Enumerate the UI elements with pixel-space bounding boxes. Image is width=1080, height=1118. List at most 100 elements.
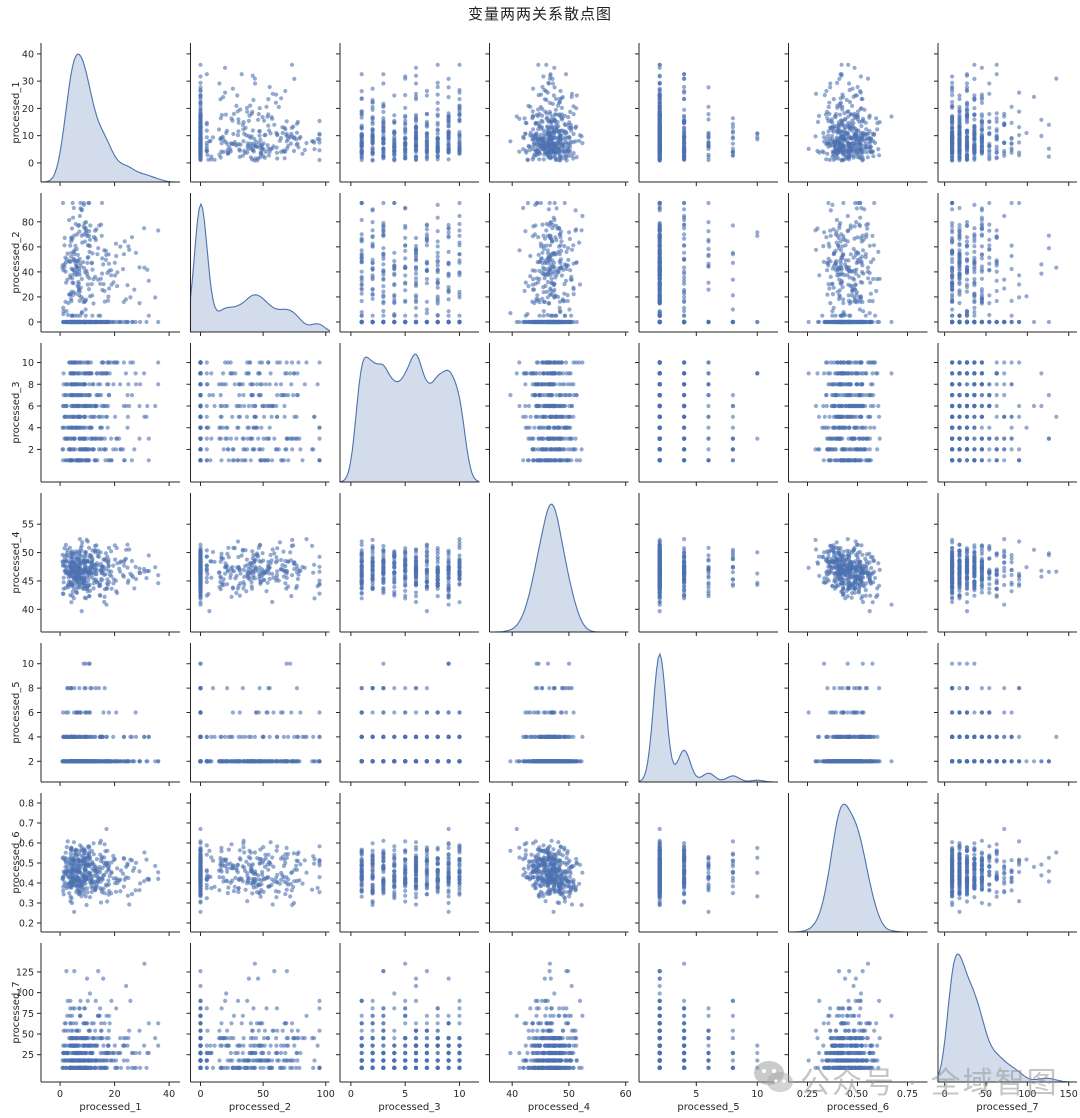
point-processed_1-processed_2	[198, 107, 203, 112]
point-processed_1-processed_5	[730, 141, 736, 146]
point-processed_1-processed_3	[424, 149, 429, 154]
point-processed_2-processed_1	[63, 255, 68, 260]
point-processed_1-processed_2	[198, 154, 203, 159]
point-processed_1-processed_2	[250, 128, 255, 133]
point-processed_1-processed_6	[831, 97, 836, 102]
point-processed_2-processed_6	[843, 243, 848, 248]
point-processed_2-processed_6	[854, 260, 859, 265]
point-processed_2-processed_5	[706, 253, 711, 259]
point-processed_2-processed_5	[706, 287, 711, 292]
point-processed_2-processed_7	[972, 270, 977, 275]
point-processed_2-processed_4	[553, 275, 558, 280]
point-processed_1-processed_2	[223, 112, 228, 117]
point-processed_2-processed_5	[657, 287, 662, 292]
point-processed_2-processed_7	[994, 228, 999, 233]
point-processed_1-processed_4	[571, 104, 576, 109]
point-processed_2-processed_1	[112, 260, 117, 265]
point-processed_1-processed_2	[245, 150, 250, 155]
point-processed_2-processed_3	[457, 258, 462, 263]
point-processed_2-processed_6	[841, 300, 846, 306]
point-processed_2-processed_1	[97, 319, 102, 325]
point-processed_1-processed_6	[868, 144, 873, 149]
point-processed_1-processed_4	[522, 116, 527, 121]
point-processed_1-processed_3	[413, 65, 419, 70]
point-processed_1-processed_6	[857, 139, 862, 144]
point-processed_2-processed_5	[682, 200, 687, 206]
point-processed_2-processed_7	[1009, 313, 1014, 318]
point-processed_1-processed_2	[235, 93, 240, 98]
point-processed_1-processed_7	[994, 155, 999, 160]
point-processed_1-processed_6	[852, 134, 857, 139]
point-processed_2-processed_6	[822, 230, 827, 235]
point-processed_1-processed_6	[863, 132, 868, 137]
point-processed_1-processed_2	[245, 144, 250, 149]
point-processed_2-processed_7	[1039, 271, 1044, 276]
point-processed_1-processed_6	[853, 93, 858, 98]
point-processed_1-processed_2	[223, 139, 228, 144]
point-processed_2-processed_6	[852, 319, 857, 325]
point-processed_1-processed_7	[1031, 94, 1037, 99]
point-processed_1-processed_2	[230, 118, 235, 123]
point-processed_2-processed_1	[86, 255, 91, 260]
point-processed_1-processed_4	[514, 114, 519, 119]
point-processed_2-processed_3	[424, 268, 429, 273]
point-processed_1-processed_2	[204, 72, 209, 77]
point-processed_1-processed_2	[248, 135, 253, 140]
point-processed_1-processed_3	[370, 147, 375, 152]
point-processed_2-processed_5	[682, 243, 687, 248]
point-processed_1-processed_6	[874, 116, 879, 121]
point-processed_2-processed_4	[514, 319, 519, 325]
point-processed_1-processed_2	[224, 130, 229, 136]
point-processed_2-processed_6	[864, 319, 869, 325]
point-processed_2-processed_3	[413, 255, 419, 260]
point-processed_2-processed_5	[706, 319, 711, 325]
point-processed_1-processed_4	[546, 80, 551, 85]
point-processed_1-processed_5	[682, 96, 687, 101]
point-processed_1-processed_6	[833, 148, 838, 153]
point-processed_2-processed_6	[830, 292, 836, 297]
point-processed_2-processed_5	[657, 255, 662, 260]
point-processed_2-processed_3	[457, 200, 462, 206]
point-processed_2-processed_3	[446, 233, 451, 238]
point-processed_2-processed_7	[950, 307, 955, 312]
point-processed_1-processed_6	[836, 128, 841, 133]
point-processed_1-processed_3	[446, 118, 451, 123]
point-processed_1-processed_2	[240, 122, 245, 127]
point-processed_2-processed_7	[1002, 277, 1007, 282]
point-processed_2-processed_4	[550, 319, 555, 325]
point-processed_2-processed_6	[826, 241, 831, 246]
point-processed_1-processed_2	[268, 131, 273, 136]
point-processed_2-processed_4	[548, 286, 553, 291]
point-processed_1-processed_3	[370, 140, 375, 145]
point-processed_2-processed_1	[89, 282, 94, 287]
point-processed_1-processed_2	[291, 136, 296, 141]
point-processed_2-processed_6	[874, 288, 879, 294]
point-processed_2-processed_3	[392, 250, 397, 255]
point-processed_1-processed_5	[730, 130, 736, 135]
point-processed_2-processed_1	[101, 262, 106, 267]
point-processed_1-processed_6	[834, 135, 840, 140]
point-processed_1-processed_6	[846, 62, 851, 67]
point-processed_1-processed_3	[435, 136, 440, 141]
point-processed_1-processed_2	[317, 118, 322, 124]
point-processed_1-processed_2	[283, 88, 288, 94]
point-processed_1-processed_3	[370, 99, 375, 105]
point-processed_2-processed_4	[523, 319, 528, 325]
point-processed_2-processed_3	[457, 252, 462, 257]
point-processed_2-processed_7	[979, 287, 985, 292]
point-processed_1-processed_7	[994, 62, 999, 67]
point-processed_2-processed_3	[457, 292, 462, 297]
point-processed_2-processed_7	[994, 288, 999, 294]
point-processed_2-processed_6	[834, 217, 840, 223]
point-processed_1-processed_7	[950, 93, 955, 98]
point-processed_2-processed_6	[860, 263, 865, 268]
point-processed_2-processed_1	[99, 200, 105, 206]
point-processed_1-processed_6	[846, 109, 851, 114]
point-processed_2-processed_3	[370, 241, 375, 246]
point-processed_2-processed_1	[60, 200, 66, 206]
point-processed_2-processed_3	[446, 287, 451, 293]
point-processed_2-processed_3	[446, 309, 451, 314]
point-processed_2-processed_3	[392, 272, 397, 278]
point-processed_1-processed_4	[552, 85, 557, 90]
point-processed_1-processed_2	[239, 72, 244, 77]
